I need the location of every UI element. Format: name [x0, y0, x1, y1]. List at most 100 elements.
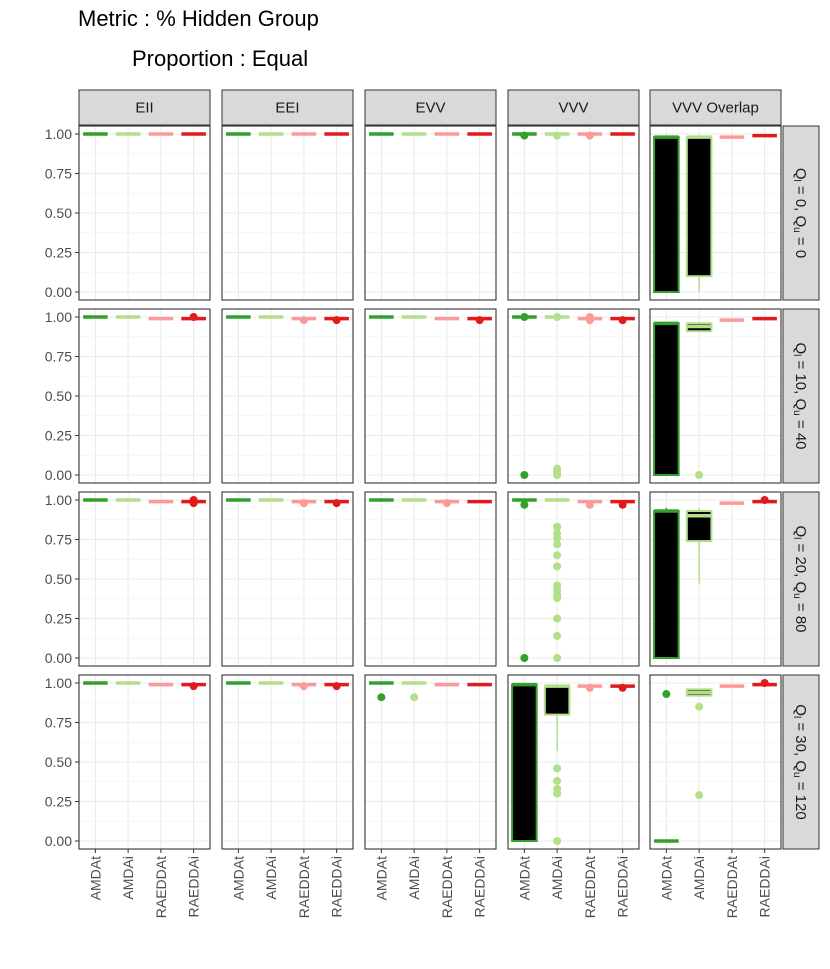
- panel-border: [364, 125, 497, 301]
- outlier-point: [553, 764, 562, 773]
- outlier-point: [618, 683, 627, 692]
- row-strip-label: Ql = 20, Qu = 80: [792, 525, 810, 632]
- x-tick-label: AMDAi: [549, 856, 565, 900]
- panel-border: [507, 491, 640, 667]
- outlier-point: [618, 500, 627, 509]
- y-tick-label: 1.00: [45, 675, 72, 691]
- y-tick-label: 0.25: [45, 794, 72, 810]
- box-body: [511, 683, 538, 843]
- x-tick-label: AMDAi: [263, 856, 279, 900]
- x-tick-label: RAEDDAi: [186, 856, 202, 917]
- outlier-point: [553, 654, 562, 662]
- outlier-point: [662, 690, 671, 699]
- panel-border: [649, 125, 782, 301]
- x-tick-label: RAEDDAt: [439, 856, 455, 918]
- row-strip: [782, 491, 820, 667]
- y-tick-label: 0.50: [45, 754, 72, 770]
- outlier-point: [553, 593, 562, 602]
- chart-title: Metric : % Hidden Group: [78, 6, 319, 31]
- row-strip-label: Ql = 0, Qu = 0: [792, 168, 810, 258]
- panel-border: [221, 125, 354, 301]
- outlier-point: [553, 522, 562, 531]
- x-tick-label: AMDAt: [516, 856, 532, 900]
- outlier-point: [299, 682, 308, 691]
- outlier-point: [553, 540, 562, 549]
- x-tick-label: RAEDDAi: [329, 856, 345, 917]
- x-tick-label: RAEDDAt: [724, 856, 740, 918]
- outlier-point: [553, 776, 562, 785]
- outlier-point: [553, 131, 562, 140]
- row-strip: [782, 125, 820, 301]
- box-body: [653, 322, 680, 476]
- x-tick-label: RAEDDAt: [582, 856, 598, 918]
- outlier-point: [618, 316, 627, 325]
- outlier-point: [585, 500, 594, 509]
- x-tick-label: AMDAi: [691, 856, 707, 900]
- panel-border: [364, 674, 497, 850]
- outlier-point: [377, 693, 386, 702]
- outlier-point: [189, 682, 198, 691]
- outlier-point: [553, 551, 562, 560]
- y-tick-label: 0.00: [45, 650, 72, 666]
- y-tick-label: 0.75: [45, 349, 72, 365]
- box-body: [685, 136, 713, 278]
- outlier-point: [410, 693, 419, 702]
- column-strip: [78, 89, 211, 126]
- outlier-point: [585, 316, 594, 325]
- outlier-point: [332, 682, 341, 691]
- outlier-point: [760, 679, 769, 687]
- y-tick-label: 0.00: [45, 467, 72, 483]
- outlier-point: [553, 789, 562, 798]
- outlier-point: [520, 471, 529, 479]
- y-tick-label: 0.00: [45, 833, 72, 849]
- outlier-point: [299, 499, 308, 508]
- outlier-point: [553, 533, 562, 542]
- y-tick-label: 0.25: [45, 428, 72, 444]
- outlier-point: [520, 313, 529, 321]
- x-tick-label: RAEDDAi: [615, 856, 631, 917]
- outlier-point: [553, 614, 562, 623]
- outlier-point: [553, 631, 562, 640]
- outlier-point: [332, 316, 341, 325]
- y-tick-label: 1.00: [45, 492, 72, 508]
- outlier-point: [553, 471, 562, 479]
- outlier-point: [553, 837, 562, 845]
- column-strip: [364, 89, 497, 126]
- y-tick-label: 1.00: [45, 309, 72, 325]
- outlier-point: [189, 313, 198, 321]
- panel-border: [507, 674, 640, 850]
- panel-border: [364, 308, 497, 484]
- outlier-point: [695, 471, 704, 479]
- column-strip-label: EII: [135, 100, 153, 117]
- x-tick-label: AMDAt: [87, 856, 103, 900]
- box-body: [653, 510, 680, 659]
- outlier-point: [475, 316, 484, 325]
- x-tick-label: RAEDDAi: [757, 856, 773, 917]
- outlier-point: [189, 499, 198, 508]
- x-tick-label: RAEDDAt: [153, 856, 169, 918]
- outlier-point: [695, 702, 704, 711]
- column-strip-label: VVV Overlap: [672, 100, 759, 117]
- y-tick-label: 0.75: [45, 166, 72, 182]
- x-tick-label: AMDAi: [406, 856, 422, 900]
- panel-border: [507, 125, 640, 301]
- y-tick-label: 0.50: [45, 388, 72, 404]
- panel-border: [221, 491, 354, 667]
- row-strip: [782, 674, 820, 850]
- x-tick-label: AMDAt: [373, 856, 389, 900]
- y-tick-label: 0.50: [45, 571, 72, 587]
- panel-border: [364, 491, 497, 667]
- outlier-point: [520, 654, 529, 662]
- panel-border: [507, 308, 640, 484]
- outlier-point: [760, 496, 769, 504]
- outlier-point: [585, 131, 594, 140]
- outlier-point: [553, 562, 562, 571]
- y-tick-label: 0.75: [45, 715, 72, 731]
- y-tick-label: 0.75: [45, 532, 72, 548]
- outlier-point: [299, 316, 308, 325]
- column-strip-label: EVV: [415, 100, 445, 117]
- outlier-point: [520, 500, 529, 509]
- y-tick-label: 0.50: [45, 205, 72, 221]
- panel-border: [221, 674, 354, 850]
